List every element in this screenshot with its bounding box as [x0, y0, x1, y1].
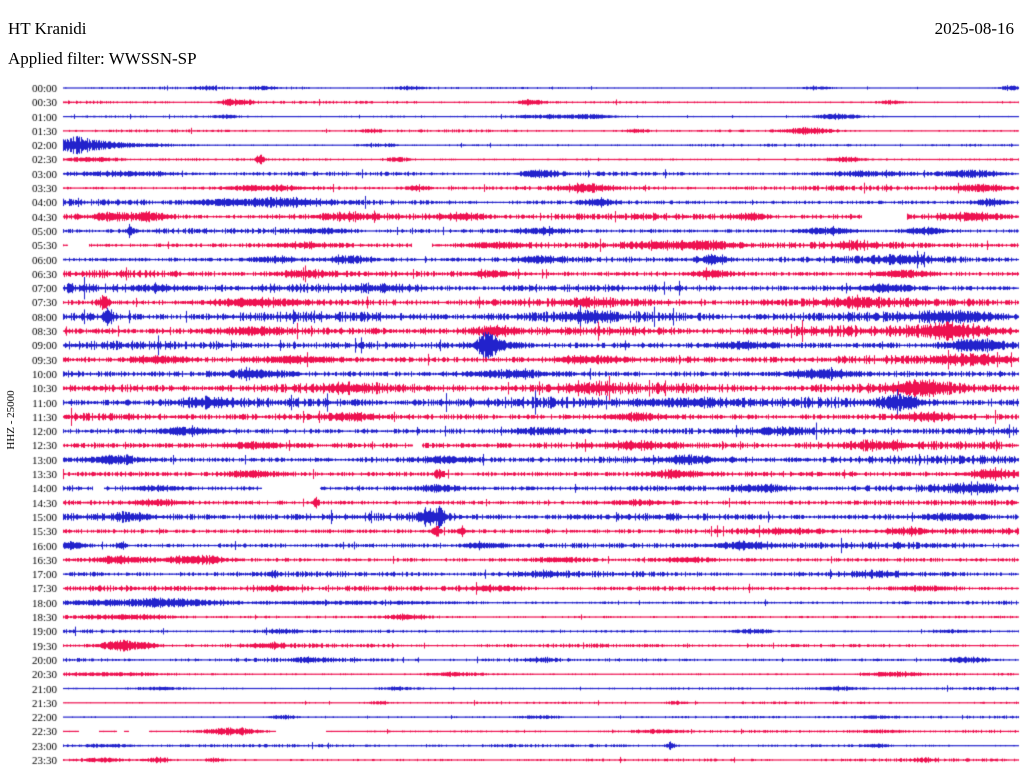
station-name: HT Kranidi [8, 19, 87, 38]
date-label: 2025-08-16 [934, 19, 1014, 38]
channel-scale-label: HHZ - 25000 [5, 390, 17, 450]
applied-filter-label: Applied filter: WWSSN-SP [8, 49, 197, 68]
